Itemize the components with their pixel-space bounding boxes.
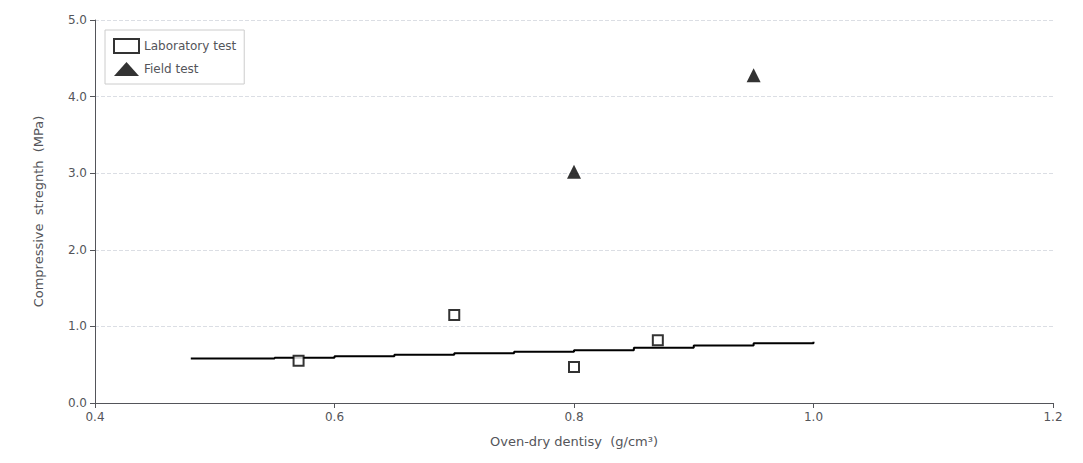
svg-text:5.0: 5.0 [68, 13, 87, 27]
svg-text:0.8: 0.8 [564, 410, 583, 424]
svg-text:2.0: 2.0 [68, 243, 87, 257]
svg-text:Field test: Field test [144, 62, 199, 76]
svg-text:Laboratory test: Laboratory test [144, 39, 237, 53]
svg-text:0.4: 0.4 [85, 410, 104, 424]
svg-text:Compressive stregnth (MPa): Compressive stregnth (MPa) [31, 116, 46, 308]
svg-text:1.0: 1.0 [68, 319, 87, 333]
svg-text:Oven-dry dentisy (g/cm³): Oven-dry dentisy (g/cm³) [490, 434, 658, 449]
svg-text:1.2: 1.2 [1043, 410, 1062, 424]
svg-text:0.0: 0.0 [68, 396, 87, 410]
svg-text:0.6: 0.6 [325, 410, 344, 424]
svg-text:1.0: 1.0 [804, 410, 823, 424]
svg-text:3.0: 3.0 [68, 166, 87, 180]
svg-text:4.0: 4.0 [68, 90, 87, 104]
